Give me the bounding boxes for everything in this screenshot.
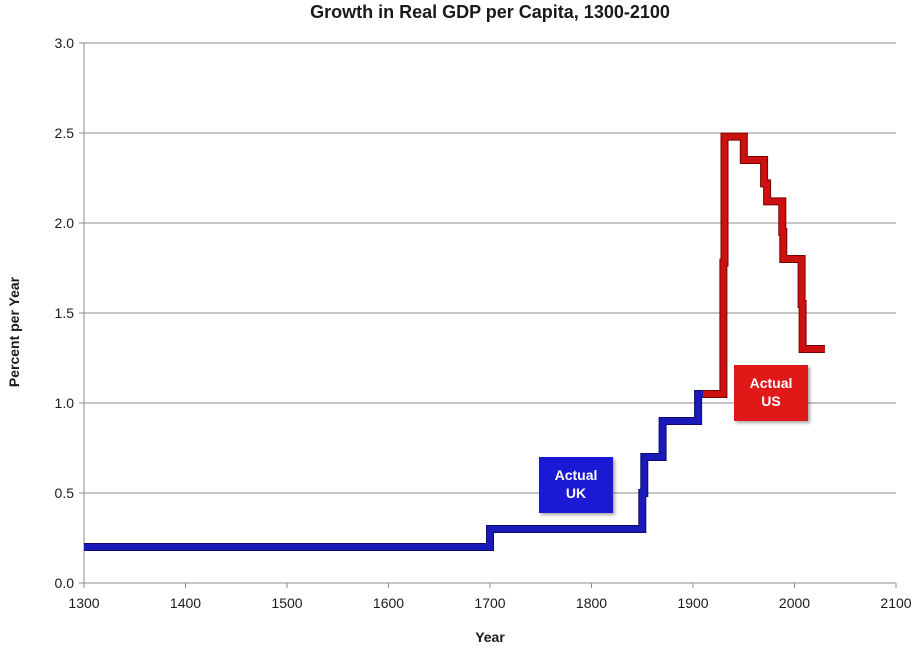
x-tick-label: 1500: [271, 595, 302, 611]
y-tick-label: 0.5: [55, 485, 75, 501]
x-tick-label: 2100: [880, 595, 911, 611]
chart-title: Growth in Real GDP per Capita, 1300-2100: [310, 2, 670, 22]
annotation-uk-line2: UK: [565, 485, 587, 501]
y-tick-label: 0.0: [55, 575, 75, 591]
x-tick-label: 1900: [677, 595, 708, 611]
x-tick-label: 1800: [576, 595, 607, 611]
x-tick-label: 1400: [170, 595, 201, 611]
annotation-us-line2: US: [761, 393, 781, 409]
x-tick-label: 2000: [779, 595, 810, 611]
series-line: [703, 133, 825, 397]
annotation-us-line1: Actual: [749, 375, 793, 391]
annotation-uk: Actual UK: [539, 457, 613, 513]
x-tick-label: 1300: [68, 595, 99, 611]
annotation-us: Actual US: [734, 365, 808, 421]
y-axis-label: Percent per Year: [6, 276, 22, 387]
y-tick-label: 2.0: [55, 215, 75, 231]
y-tick-label: 3.0: [55, 35, 75, 51]
annotation-uk-line1: Actual: [554, 467, 598, 483]
x-tick-label: 1700: [474, 595, 505, 611]
x-tick-label: 1600: [373, 595, 404, 611]
y-tick-label: 1.5: [55, 305, 75, 321]
y-tick-label: 2.5: [55, 125, 75, 141]
y-tick-label: 1.0: [55, 395, 75, 411]
series-line: [84, 391, 704, 550]
x-axis-label: Year: [475, 629, 505, 645]
